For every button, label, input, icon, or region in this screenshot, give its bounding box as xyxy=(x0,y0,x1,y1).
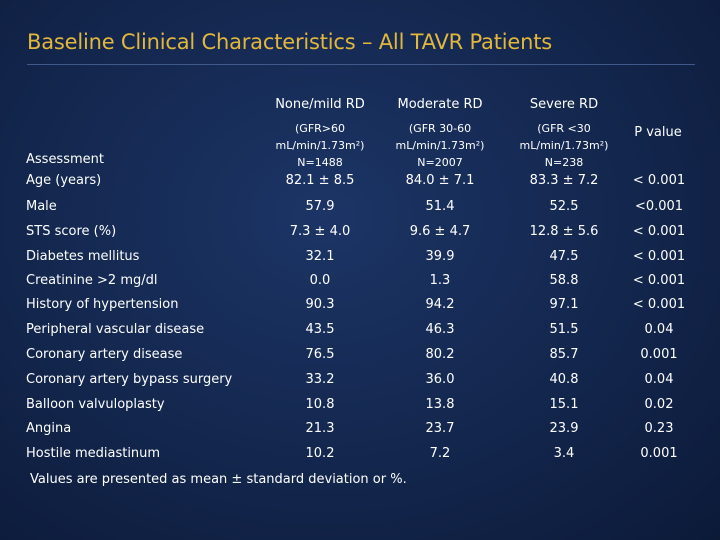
p-value-cell: < 0.001 xyxy=(632,173,686,188)
value-cell: 13.8 xyxy=(425,397,455,412)
row-label: Age (years) xyxy=(26,173,102,188)
row-label: Male xyxy=(26,199,57,214)
value-cell: 10.2 xyxy=(305,446,335,461)
footnote: Values are presented as mean ± standard … xyxy=(30,472,407,487)
row-label: Creatinine >2 mg/dl xyxy=(26,273,158,288)
value-cell: 0.0 xyxy=(309,273,331,288)
column-header-none-mild: None/mild RD (GFR>60 mL/min/1.73m²) N=14… xyxy=(258,97,382,171)
column-header-sub: mL/min/1.73m²) xyxy=(519,139,609,152)
value-cell: 46.3 xyxy=(425,322,455,337)
value-cell: 84.0 ± 7.1 xyxy=(405,173,475,188)
slide-title: Baseline Clinical Characteristics – All … xyxy=(27,30,552,54)
value-cell: 51.5 xyxy=(549,322,579,337)
row-label: History of hypertension xyxy=(26,297,179,312)
p-value-cell: < 0.001 xyxy=(632,273,686,288)
p-value-cell: 0.001 xyxy=(640,446,678,461)
column-header-severe: Severe RD (GFR <30 mL/min/1.73m²) N=238 xyxy=(502,97,626,171)
assessment-header: Assessment xyxy=(26,152,104,167)
p-value-cell: < 0.001 xyxy=(632,224,686,239)
column-header-n: N=238 xyxy=(544,156,584,169)
column-header-name: Severe RD xyxy=(529,97,599,112)
value-cell: 97.1 xyxy=(549,297,579,312)
column-header-n: N=2007 xyxy=(417,156,463,169)
value-cell: 23.9 xyxy=(549,421,579,436)
p-value-cell: <0.001 xyxy=(634,199,684,214)
value-cell: 23.7 xyxy=(425,421,455,436)
value-cell: 83.3 ± 7.2 xyxy=(529,173,599,188)
column-header-p-value: P value xyxy=(634,125,682,140)
value-cell: 57.9 xyxy=(305,199,335,214)
p-value-cell: 0.02 xyxy=(644,397,674,412)
value-cell: 82.1 ± 8.5 xyxy=(285,173,355,188)
row-label: Diabetes mellitus xyxy=(26,249,140,264)
value-cell: 47.5 xyxy=(549,249,579,264)
p-value-cell: 0.001 xyxy=(640,347,678,362)
row-label: Peripheral vascular disease xyxy=(26,322,205,337)
row-label: Hostile mediastinum xyxy=(26,446,161,461)
column-header-name: None/mild RD xyxy=(275,97,365,112)
column-header-sub: (GFR <30 xyxy=(537,122,591,135)
p-value-cell: < 0.001 xyxy=(632,297,686,312)
value-cell: 39.9 xyxy=(425,249,455,264)
p-value-cell: 0.04 xyxy=(644,322,674,337)
value-cell: 10.8 xyxy=(305,397,335,412)
value-cell: 40.8 xyxy=(549,372,579,387)
value-cell: 94.2 xyxy=(425,297,455,312)
value-cell: 90.3 xyxy=(305,297,335,312)
row-label: Angina xyxy=(26,421,72,436)
value-cell: 80.2 xyxy=(425,347,455,362)
column-header-sub: mL/min/1.73m²) xyxy=(395,139,485,152)
value-cell: 58.8 xyxy=(549,273,579,288)
p-value-cell: < 0.001 xyxy=(632,249,686,264)
value-cell: 12.8 ± 5.6 xyxy=(529,224,599,239)
row-label: Coronary artery bypass surgery xyxy=(26,372,233,387)
column-header-sub: mL/min/1.73m²) xyxy=(275,139,365,152)
value-cell: 51.4 xyxy=(425,199,455,214)
value-cell: 36.0 xyxy=(425,372,455,387)
value-cell: 76.5 xyxy=(305,347,335,362)
row-label: STS score (%) xyxy=(26,224,117,239)
column-header-sub: (GFR 30-60 xyxy=(408,122,472,135)
value-cell: 32.1 xyxy=(305,249,335,264)
value-cell: 9.6 ± 4.7 xyxy=(409,224,471,239)
value-cell: 33.2 xyxy=(305,372,335,387)
column-header-name: Moderate RD xyxy=(397,97,483,112)
value-cell: 3.4 xyxy=(553,446,575,461)
p-value-cell: 0.04 xyxy=(644,372,674,387)
title-divider xyxy=(27,64,695,65)
value-cell: 1.3 xyxy=(429,273,451,288)
column-header-sub: (GFR>60 xyxy=(295,122,345,135)
column-header-moderate: Moderate RD (GFR 30-60 mL/min/1.73m²) N=… xyxy=(378,97,502,171)
row-label: Balloon valvuloplasty xyxy=(26,397,165,412)
value-cell: 21.3 xyxy=(305,421,335,436)
value-cell: 7.3 ± 4.0 xyxy=(289,224,351,239)
value-cell: 85.7 xyxy=(549,347,579,362)
value-cell: 43.5 xyxy=(305,322,335,337)
p-value-cell: 0.23 xyxy=(644,421,674,436)
value-cell: 15.1 xyxy=(549,397,579,412)
row-label: Coronary artery disease xyxy=(26,347,183,362)
value-cell: 52.5 xyxy=(549,199,579,214)
value-cell: 7.2 xyxy=(429,446,451,461)
column-header-n: N=1488 xyxy=(297,156,343,169)
